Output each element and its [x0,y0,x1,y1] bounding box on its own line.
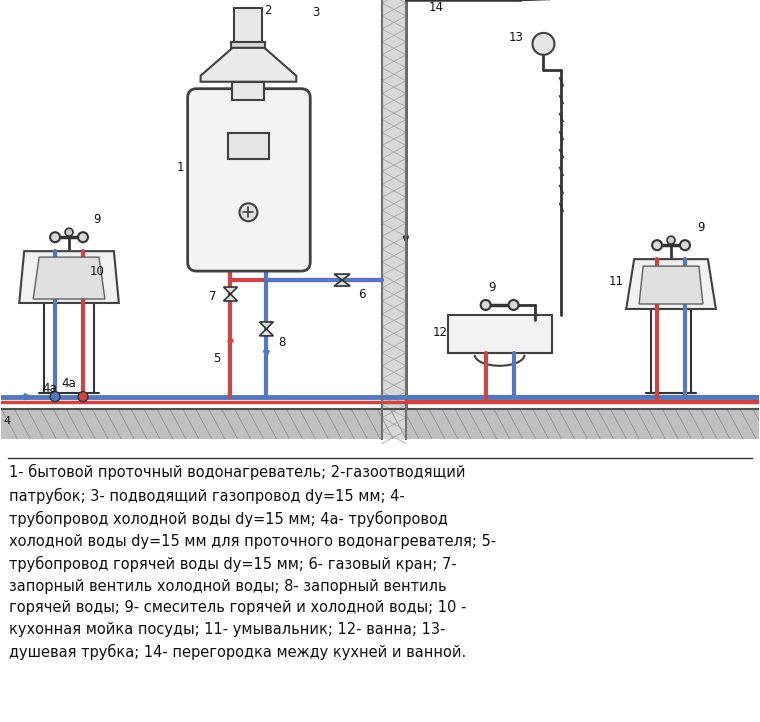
Polygon shape [201,48,296,82]
Circle shape [50,392,60,401]
Text: 1: 1 [177,161,185,174]
Text: 4а: 4а [43,382,58,395]
Text: 6: 6 [358,287,366,300]
Text: 9: 9 [93,213,100,226]
Circle shape [508,300,518,310]
Text: 10: 10 [90,264,104,277]
Text: 4: 4 [4,416,11,425]
Polygon shape [259,322,274,336]
Circle shape [667,236,675,244]
Circle shape [50,232,60,242]
Bar [382,0,406,438]
Bar [2,409,758,438]
Circle shape [78,232,88,242]
Circle shape [652,240,662,250]
Text: 2: 2 [264,4,272,17]
Circle shape [680,240,690,250]
Text: 14: 14 [429,1,443,14]
Circle shape [65,228,73,236]
Bar [233,82,264,100]
Text: 11: 11 [609,274,624,287]
FancyBboxPatch shape [188,89,310,271]
Circle shape [239,204,258,221]
Polygon shape [223,287,237,301]
Text: 9: 9 [488,281,496,294]
Polygon shape [334,274,350,286]
Bar [232,42,265,48]
Text: 12: 12 [432,326,448,339]
Bar [235,8,262,42]
Bar [448,315,553,353]
Text: 13: 13 [509,31,524,44]
Text: 5: 5 [213,352,220,365]
Text: 4а: 4а [62,377,77,390]
Circle shape [533,33,554,55]
Text: 7: 7 [209,290,217,303]
Polygon shape [626,259,716,309]
Text: 9: 9 [697,221,705,234]
Bar [227,133,269,160]
Text: 3: 3 [312,6,320,19]
Polygon shape [19,251,119,303]
Polygon shape [33,257,105,299]
Circle shape [480,300,491,310]
Text: 8: 8 [279,336,286,349]
Circle shape [78,392,88,401]
Polygon shape [639,266,703,304]
Text: 1- бытовой проточный водонагреватель; 2-газоотводящий
патрубок; 3- подводящий га: 1- бытовой проточный водонагреватель; 2-… [9,464,496,661]
